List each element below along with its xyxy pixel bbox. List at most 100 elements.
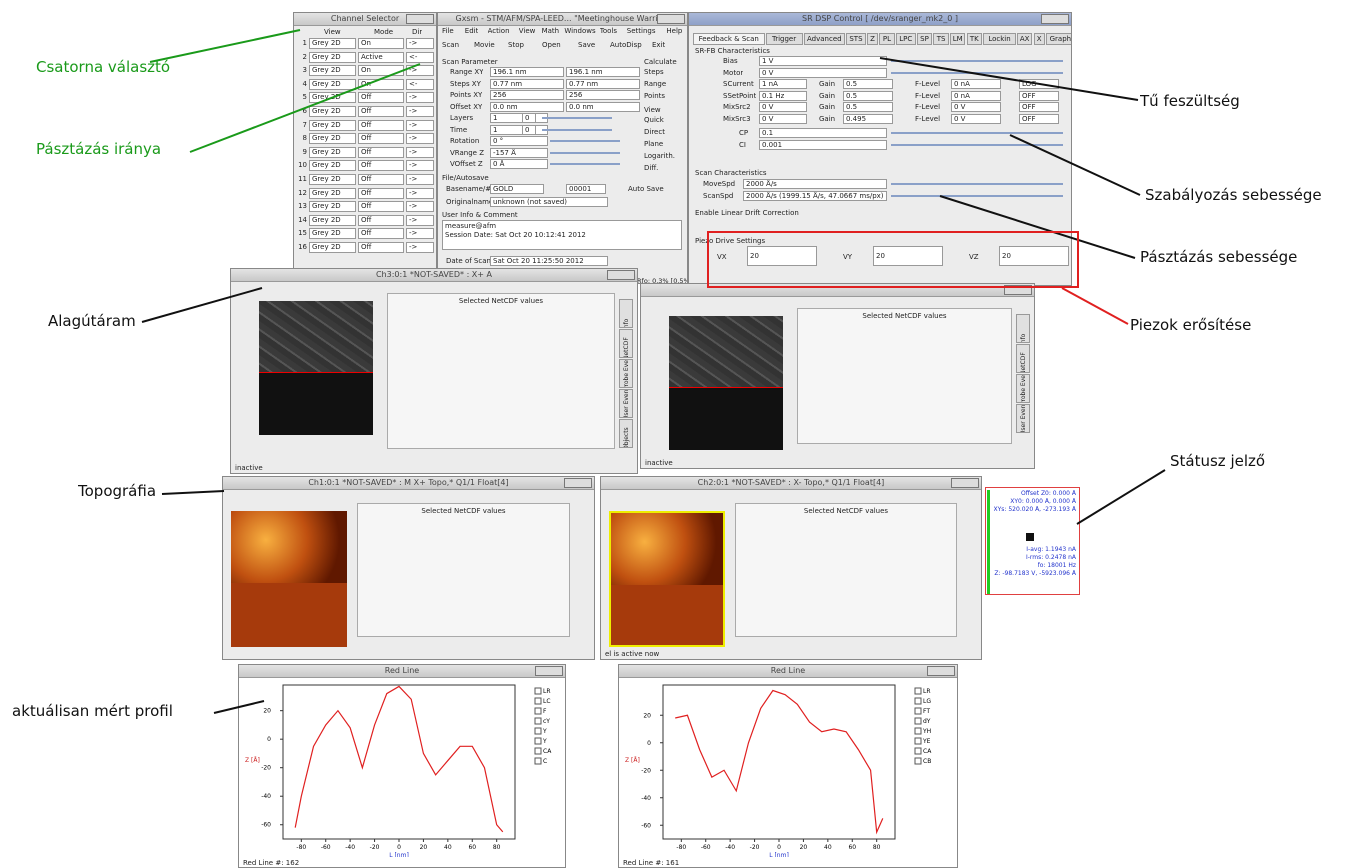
dir-select[interactable]: ->: [406, 174, 434, 185]
view-select[interactable]: Grey 2D: [309, 52, 356, 63]
view-select[interactable]: Grey 2D: [309, 79, 356, 90]
side-tab[interactable]: Objects: [619, 419, 633, 448]
mode-select[interactable]: Off: [358, 147, 404, 158]
tab[interactable]: AX: [1017, 33, 1033, 45]
menu-item[interactable]: Tools: [600, 26, 617, 36]
tab[interactable]: TS: [933, 33, 949, 45]
dir-select[interactable]: ->: [406, 215, 434, 226]
toolbar-button[interactable]: Movie: [474, 40, 495, 50]
tab[interactable]: LM: [950, 33, 966, 45]
tab[interactable]: X: [1034, 33, 1045, 45]
dir-select[interactable]: ->: [406, 65, 434, 76]
mode-select[interactable]: Off: [358, 242, 404, 253]
section-label: Piezo Drive Settings: [695, 236, 765, 246]
tab[interactable]: Graphs: [1046, 33, 1072, 45]
x-tick-label: 0: [397, 844, 401, 851]
toolbar-button[interactable]: Stop: [508, 40, 524, 50]
spin-field[interactable]: 20: [873, 246, 943, 266]
side-tab[interactable]: NetCDF: [1016, 344, 1030, 373]
tab[interactable]: Lockin: [983, 33, 1016, 45]
side-tab[interactable]: Info: [619, 299, 633, 328]
view-select[interactable]: Grey 2D: [309, 65, 356, 76]
slider: [550, 163, 620, 165]
dir-select[interactable]: ->: [406, 160, 434, 171]
mode-select[interactable]: Active: [358, 52, 404, 63]
view-select[interactable]: Grey 2D: [309, 201, 356, 212]
dir-select[interactable]: ->: [406, 201, 434, 212]
mode-select[interactable]: Off: [358, 120, 404, 131]
dir-select[interactable]: ->: [406, 242, 434, 253]
mode-select[interactable]: Off: [358, 106, 404, 117]
menu-item[interactable]: Settings: [627, 26, 656, 36]
toolbar-button[interactable]: Save: [578, 40, 595, 50]
side-tab[interactable]: NetCDF: [619, 329, 633, 358]
view-select[interactable]: Grey 2D: [309, 215, 356, 226]
view-select[interactable]: Grey 2D: [309, 38, 356, 49]
mode-select[interactable]: Off: [358, 188, 404, 199]
window-buttons: [607, 270, 635, 280]
mode-select[interactable]: On: [358, 38, 404, 49]
tab[interactable]: STS: [846, 33, 866, 45]
side-tab[interactable]: Probe Events: [1016, 374, 1030, 403]
annotation: Csatorna választó: [36, 58, 170, 76]
toolbar-button[interactable]: Scan: [442, 40, 459, 50]
view-select[interactable]: Grey 2D: [309, 174, 356, 185]
side-tab[interactable]: Info: [1016, 314, 1030, 343]
dir-select[interactable]: ->: [406, 106, 434, 117]
view-select[interactable]: Grey 2D: [309, 106, 356, 117]
tab[interactable]: Feedback & Scan: [693, 33, 765, 45]
dir-select[interactable]: ->: [406, 38, 434, 49]
side-tab[interactable]: User Events: [619, 389, 633, 418]
dir-select[interactable]: ->: [406, 133, 434, 144]
dir-select[interactable]: <-: [406, 52, 434, 63]
dir-select[interactable]: ->: [406, 147, 434, 158]
menu-item[interactable]: Edit: [465, 26, 479, 36]
mode-select[interactable]: Off: [358, 201, 404, 212]
view-select[interactable]: Grey 2D: [309, 188, 356, 199]
dir-select[interactable]: <-: [406, 79, 434, 90]
view-select[interactable]: Grey 2D: [309, 120, 356, 131]
mode-select[interactable]: Off: [358, 160, 404, 171]
spin-field[interactable]: 20: [999, 246, 1069, 266]
tab[interactable]: SP: [917, 33, 933, 45]
toolbar-button[interactable]: Open: [542, 40, 561, 50]
tab[interactable]: Trigger: [766, 33, 803, 45]
tab[interactable]: LPC: [896, 33, 916, 45]
menu-item[interactable]: View: [519, 26, 536, 36]
legend-checkbox: [915, 748, 921, 754]
side-tab[interactable]: Probe Events: [619, 359, 633, 388]
toolbar-button[interactable]: Exit: [652, 40, 665, 50]
view-select[interactable]: Grey 2D: [309, 133, 356, 144]
mode-select[interactable]: Off: [358, 92, 404, 103]
tab[interactable]: TK: [967, 33, 983, 45]
dir-select[interactable]: ->: [406, 92, 434, 103]
mode-select[interactable]: Off: [358, 228, 404, 239]
tab[interactable]: Z: [867, 33, 878, 45]
legend-entry: YH: [922, 728, 931, 735]
view-select[interactable]: Grey 2D: [309, 242, 356, 253]
menu-item[interactable]: File: [442, 26, 454, 36]
menu-item[interactable]: Math: [542, 26, 560, 36]
menu-item[interactable]: Action: [488, 26, 510, 36]
spin-field[interactable]: 20: [747, 246, 817, 266]
view-select[interactable]: Grey 2D: [309, 92, 356, 103]
mode-select[interactable]: On: [358, 65, 404, 76]
dir-select[interactable]: ->: [406, 188, 434, 199]
mode-select[interactable]: On: [358, 79, 404, 90]
status-bar: el is active now: [605, 649, 659, 659]
tab[interactable]: PL: [879, 33, 895, 45]
dir-select[interactable]: ->: [406, 120, 434, 131]
tab[interactable]: Advanced: [804, 33, 845, 45]
x-tick-label: -60: [701, 844, 711, 851]
view-select[interactable]: Grey 2D: [309, 160, 356, 171]
view-select[interactable]: Grey 2D: [309, 228, 356, 239]
mode-select[interactable]: Off: [358, 174, 404, 185]
mode-select[interactable]: Off: [358, 215, 404, 226]
dir-select[interactable]: ->: [406, 228, 434, 239]
view-select[interactable]: Grey 2D: [309, 147, 356, 158]
mode-select[interactable]: Off: [358, 133, 404, 144]
menu-item[interactable]: Help: [666, 26, 682, 36]
toolbar-button[interactable]: AutoDisp: [610, 40, 642, 50]
menu-item[interactable]: Windows: [564, 26, 595, 36]
side-tab[interactable]: User Events: [1016, 404, 1030, 433]
